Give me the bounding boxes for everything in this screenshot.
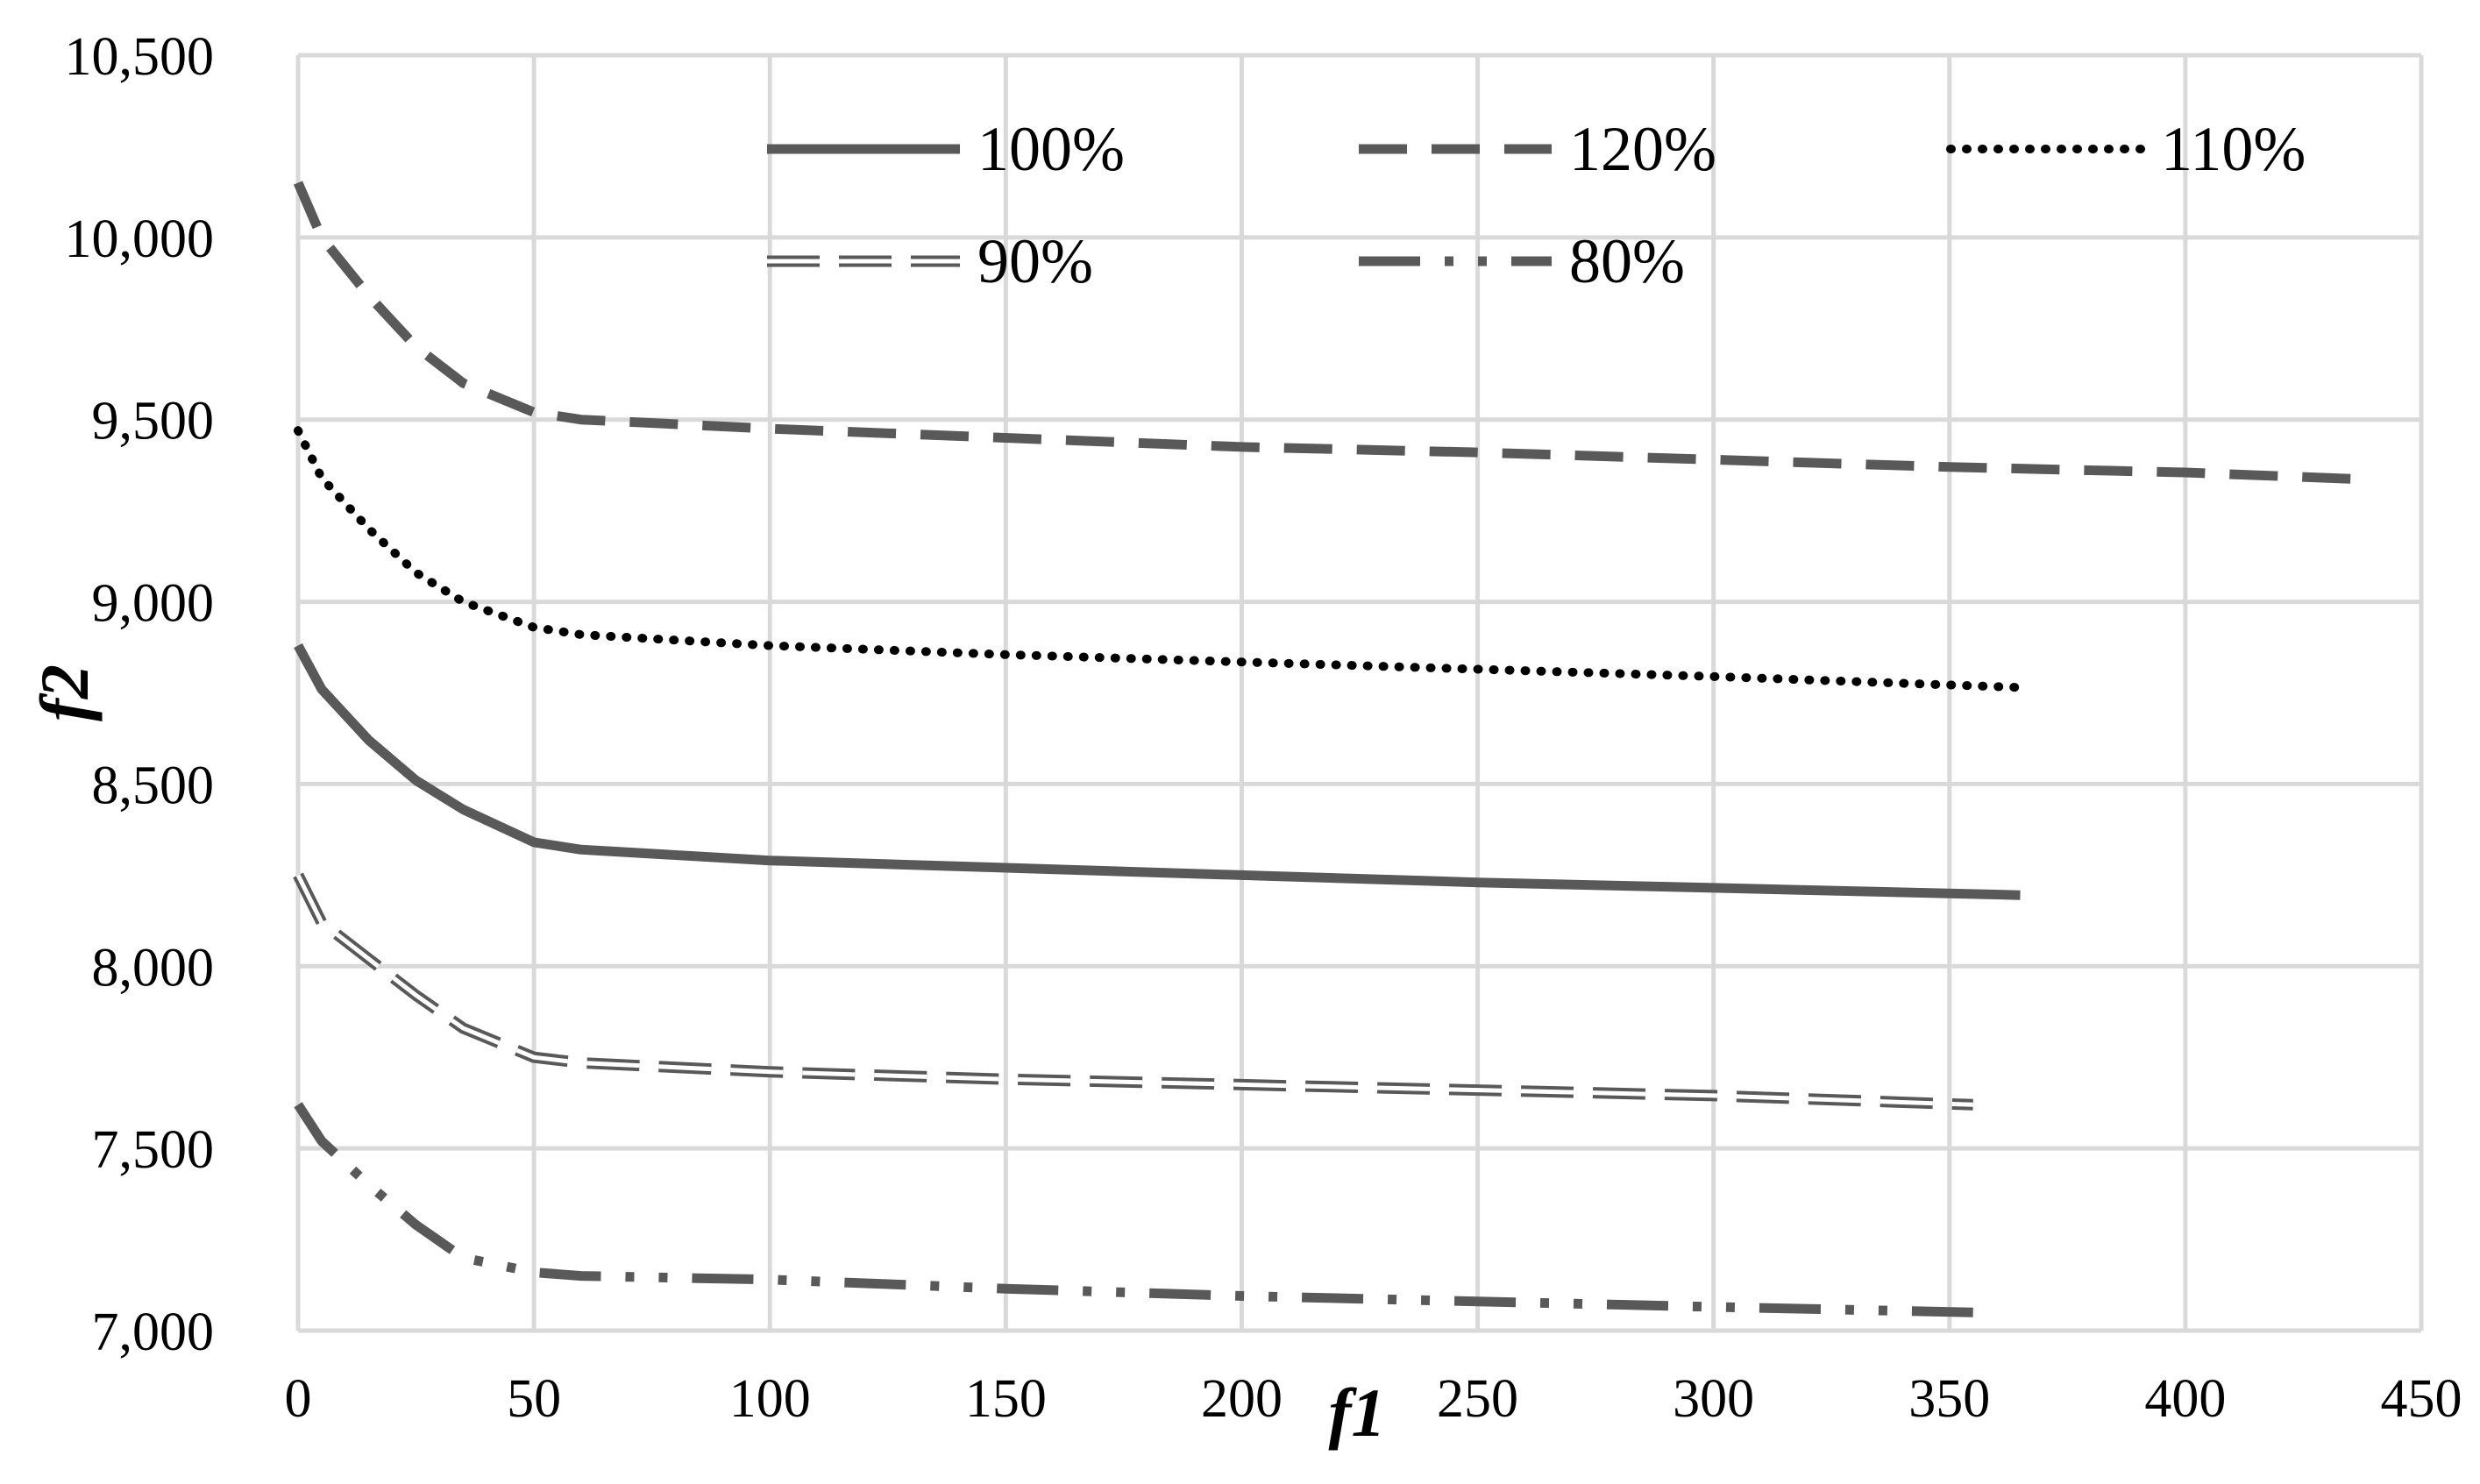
y-tick-labels: 7,000 7,500 8,000 8,500 9,000 9,500 10,000 10,5… [65, 27, 215, 1362]
series-line [293, 181, 2375, 485]
legend-item: 100% [767, 114, 1125, 184]
legend-label: 120% [1569, 114, 1716, 184]
x-tick-label: 250 [1437, 1369, 1518, 1429]
grid [295, 53, 2424, 1333]
legend-label: 90% [977, 226, 1093, 296]
x-tick-label: 350 [1908, 1369, 1990, 1429]
legend-item: 120% [1359, 114, 1716, 184]
series-line [294, 643, 2021, 900]
y-axis-title: f2 [26, 664, 103, 721]
legend-label: 110% [2161, 114, 2306, 184]
series-5 [294, 1102, 1973, 1317]
y-tick-label: 10,500 [65, 27, 215, 87]
y-tick-label: 7,500 [92, 1120, 215, 1180]
y-tick-label: 8,000 [92, 938, 215, 998]
series-line [294, 426, 2025, 692]
x-axis-title: f1 [1329, 1374, 1386, 1451]
series-4 [293, 872, 1973, 1111]
legend-item: 110% [1946, 114, 2306, 184]
x-tick-label: 100 [729, 1369, 811, 1429]
y-tick-label: 8,500 [92, 756, 215, 815]
legend-label: 100% [977, 114, 1125, 184]
x-tick-label: 0 [285, 1369, 312, 1429]
y-tick-label: 9,000 [92, 574, 215, 634]
x-tick-label: 200 [1201, 1369, 1283, 1429]
x-tick-label: 300 [1673, 1369, 1754, 1429]
x-tick-label: 50 [507, 1369, 561, 1429]
series-line [293, 872, 1973, 1111]
series-1 [294, 643, 2021, 900]
y-tick-label: 7,000 [92, 1303, 215, 1362]
x-tick-labels: 0 50 100 150 200 250 300 350 400 450 [285, 1369, 2462, 1429]
y-tick-label: 9,500 [92, 392, 215, 451]
series-3 [294, 426, 2025, 692]
x-tick-label: 400 [2144, 1369, 2226, 1429]
x-tick-label: 150 [965, 1369, 1047, 1429]
series-lines [293, 181, 2375, 1317]
y-tick-label: 10,000 [65, 209, 215, 269]
series-line-inner [295, 874, 1973, 1107]
x-tick-label: 450 [2381, 1369, 2462, 1429]
legend-item: 80% [1359, 226, 1685, 296]
series-line [294, 1102, 1973, 1317]
series-2 [293, 181, 2375, 485]
legend: 100% 120% 110% 90% 80% [767, 114, 2306, 296]
legend-item: 90% [767, 226, 1093, 296]
legend-label: 80% [1569, 226, 1685, 296]
